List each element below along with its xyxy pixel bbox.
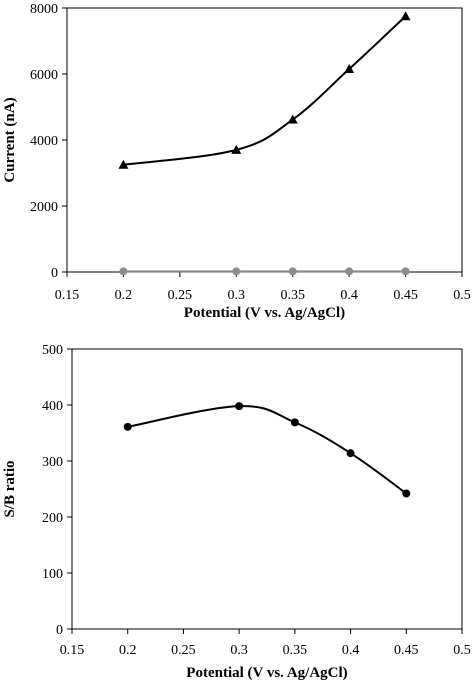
x-tick-label: 0.3 xyxy=(230,643,248,658)
y-tick-label: 2000 xyxy=(30,200,58,215)
x-tick-label: 0.45 xyxy=(394,643,419,658)
data-point-circle xyxy=(232,267,241,276)
y-axis-title: S/B ratio xyxy=(2,460,18,517)
data-point-circle xyxy=(288,267,297,276)
data-point-circle xyxy=(346,449,355,458)
plot-frame xyxy=(71,348,463,630)
x-tick-label: 0.15 xyxy=(60,643,85,658)
sb-ratio-chart: 0 100 200 300 400 500 0.15 0.2 0.25 0.3 0.35 0.4 0.4… xyxy=(2,343,471,681)
x-tick-label: 0.4 xyxy=(342,643,360,658)
data-point-triangle xyxy=(118,159,129,169)
data-point-triangle xyxy=(287,114,298,124)
y-tick-label: 400 xyxy=(42,399,63,414)
y-tick-label: 300 xyxy=(42,455,63,470)
y-tick-label: 200 xyxy=(42,511,63,526)
data-point-circle xyxy=(345,267,354,276)
data-point-triangle xyxy=(344,64,355,74)
series-line xyxy=(123,15,407,166)
x-axis-title: Potential (V vs. Ag/AgCl) xyxy=(186,665,347,681)
data-point-circle xyxy=(119,267,128,276)
x-tick-label: 0.45 xyxy=(393,288,418,303)
y-tick-label: 6000 xyxy=(30,68,58,83)
x-tick-label: 0.5 xyxy=(453,288,471,303)
data-point-circle xyxy=(123,422,132,431)
data-point-triangle xyxy=(231,144,242,154)
x-tick-label: 0.25 xyxy=(171,643,196,658)
x-tick-label: 0.2 xyxy=(115,288,133,303)
data-point-circle xyxy=(402,489,411,498)
data-point-circle xyxy=(235,402,244,411)
x-tick-label: 0.5 xyxy=(453,643,471,658)
data-point-circle xyxy=(401,267,410,276)
x-tick-label: 0.3 xyxy=(228,288,246,303)
y-tick-label: 8000 xyxy=(30,2,58,17)
y-tick-label: 500 xyxy=(42,343,63,358)
x-tick-label: 0.35 xyxy=(280,288,305,303)
data-point-circle xyxy=(290,418,299,427)
x-axis-title: Potential (V vs. Ag/AgCl) xyxy=(184,305,345,321)
x-tick-label: 0.35 xyxy=(283,643,308,658)
x-tick-label: 0.4 xyxy=(340,288,358,303)
y-tick-label: 4000 xyxy=(30,134,58,149)
series-line xyxy=(127,405,407,495)
x-tick-label: 0.2 xyxy=(119,643,137,658)
x-tick-label: 0.25 xyxy=(168,288,193,303)
y-axis-title: Current (nA) xyxy=(2,97,18,182)
current-chart: 0 2000 4000 6000 8000 0.15 0.2 0.25 0.3 0.35 0.4 0.… xyxy=(2,2,471,321)
y-tick-label: 100 xyxy=(42,567,63,582)
x-tick-label: 0.15 xyxy=(55,288,80,303)
y-tick-label: 0 xyxy=(56,623,63,638)
data-point-triangle xyxy=(400,11,411,21)
y-tick-label: 0 xyxy=(51,266,58,281)
